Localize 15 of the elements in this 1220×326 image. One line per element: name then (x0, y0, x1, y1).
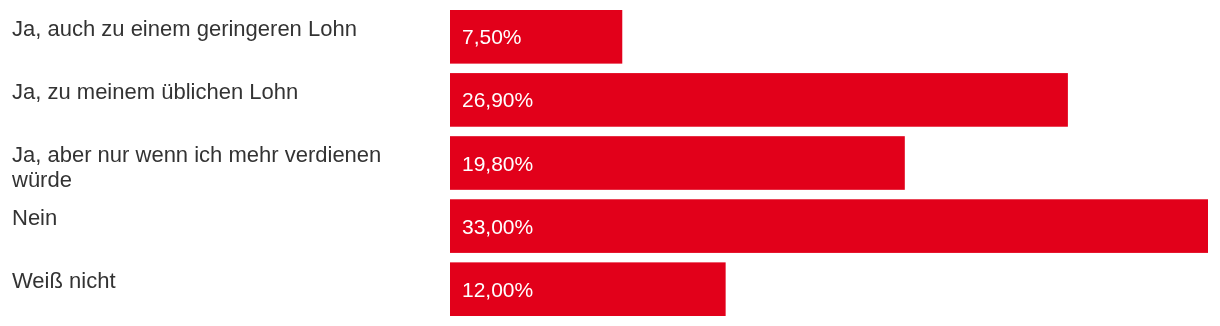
bar (450, 136, 905, 190)
y-tick-label: Ja, aber nur wenn ich mehr verdienen würde (11, 142, 382, 193)
data-label: 33,00% (462, 214, 534, 238)
data-label: 19,80% (462, 151, 534, 175)
bar (450, 199, 1208, 253)
bar (450, 10, 623, 64)
data-label: 12,00% (462, 277, 534, 301)
bar (450, 73, 1068, 127)
y-tick-label: Ja, zu meinem üblichen Lohn (12, 79, 299, 105)
y-tick-label: Ja, auch zu einem geringeren Lohn (12, 16, 357, 41)
y-tick-label: Nein (12, 205, 58, 231)
bar (450, 262, 726, 316)
y-tick-label: Weiß nicht (12, 268, 116, 294)
data-label: 7,50% (462, 25, 522, 49)
data-label: 26,90% (462, 88, 534, 112)
